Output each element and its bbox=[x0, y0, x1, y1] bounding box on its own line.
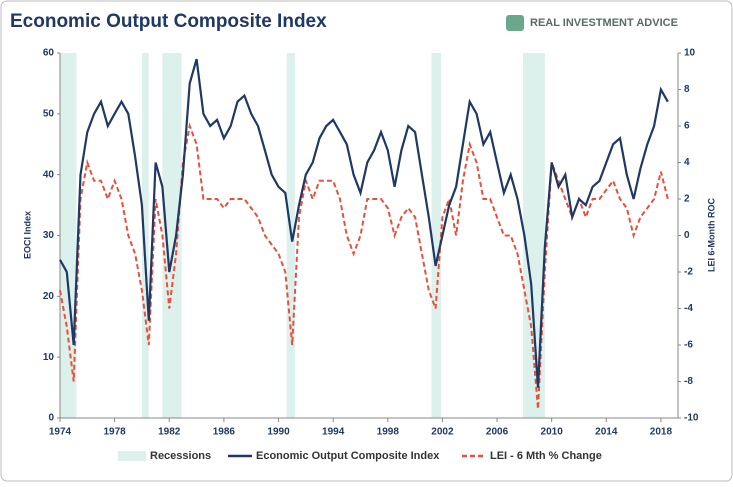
y-tick-label: 0 bbox=[48, 413, 54, 424]
y2-tick-label: 6 bbox=[684, 121, 690, 132]
x-tick-label: 2010 bbox=[541, 427, 564, 438]
x-tick-label: 1978 bbox=[104, 427, 127, 438]
recession-band bbox=[522, 53, 545, 418]
legend-label: Recessions bbox=[150, 450, 211, 462]
logo-icon bbox=[506, 15, 524, 31]
y-tick-label: 40 bbox=[43, 169, 55, 180]
x-tick-label: 2002 bbox=[431, 427, 454, 438]
x-tick-label: 1990 bbox=[267, 427, 290, 438]
y-axis-label: EOCI Index bbox=[22, 211, 32, 259]
recession-band bbox=[431, 53, 442, 418]
y-tick-label: 60 bbox=[43, 48, 55, 59]
legend-label: LEI - 6 Mth % Change bbox=[490, 450, 602, 462]
x-tick-label: 2018 bbox=[650, 427, 673, 438]
logo: REAL INVESTMENT ADVICE bbox=[530, 17, 678, 29]
y-tick-label: 20 bbox=[43, 291, 55, 302]
x-tick-label: 1982 bbox=[158, 427, 181, 438]
x-tick-label: 1998 bbox=[377, 427, 400, 438]
y-tick-label: 10 bbox=[43, 352, 55, 363]
y-tick-label: 30 bbox=[43, 230, 55, 241]
y2-tick-label: -4 bbox=[684, 303, 693, 314]
x-tick-label: 1994 bbox=[322, 427, 345, 438]
y2-tick-label: -10 bbox=[684, 413, 699, 424]
x-tick-label: 2006 bbox=[486, 427, 509, 438]
x-tick-label: 2014 bbox=[595, 427, 618, 438]
legend-swatch bbox=[118, 451, 146, 461]
series-line bbox=[59, 122, 669, 409]
legend-label: Economic Output Composite Index bbox=[256, 450, 440, 462]
recession-band bbox=[60, 53, 77, 418]
x-tick-label: 1986 bbox=[213, 427, 236, 438]
y-tick-label: 50 bbox=[43, 108, 55, 119]
recession-band bbox=[141, 53, 149, 418]
y2-tick-label: 8 bbox=[684, 84, 690, 95]
recession-band bbox=[162, 53, 182, 418]
x-tick-label: 1974 bbox=[49, 427, 72, 438]
chart-title: Economic Output Composite Index bbox=[10, 11, 327, 32]
y2-tick-label: -6 bbox=[684, 340, 693, 351]
y2-tick-label: -8 bbox=[684, 376, 693, 387]
y2-tick-label: 10 bbox=[684, 48, 696, 59]
series-line bbox=[59, 58, 669, 388]
y2-tick-label: -2 bbox=[684, 267, 693, 278]
y2-tick-label: 0 bbox=[684, 230, 690, 241]
y2-tick-label: 2 bbox=[684, 194, 690, 205]
y2-axis-label: LEI 6-Month ROC bbox=[706, 198, 716, 272]
y2-tick-label: 4 bbox=[684, 157, 690, 168]
